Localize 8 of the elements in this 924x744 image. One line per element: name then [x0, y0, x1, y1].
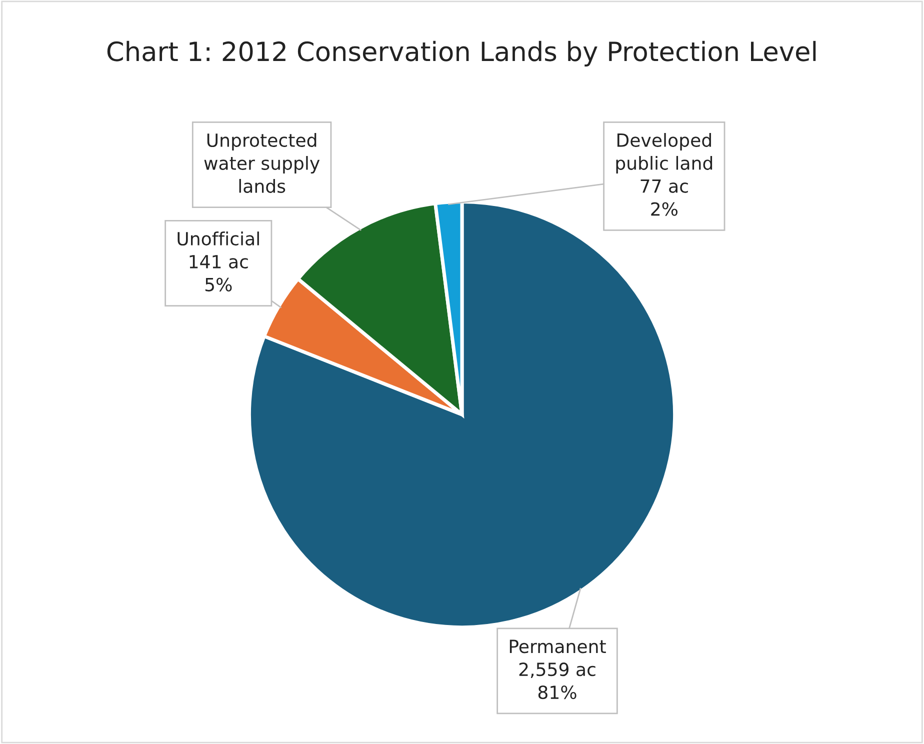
- data-label: 2,559 ac 81%: [519, 662, 596, 700]
- data-label: 141 ac 5%: [190, 255, 248, 292]
- data-label: 77 ac 2%: [640, 179, 688, 216]
- slice-label: Unprotected water supply lands: [204, 133, 320, 193]
- slice-label: Permanent: [510, 640, 606, 654]
- slice-label: Unofficial: [178, 232, 259, 246]
- chart-title: Chart 1: 2012 Conservation Lands by Protection Level: [107, 40, 816, 66]
- slice-label: Developed public land: [616, 133, 712, 174]
